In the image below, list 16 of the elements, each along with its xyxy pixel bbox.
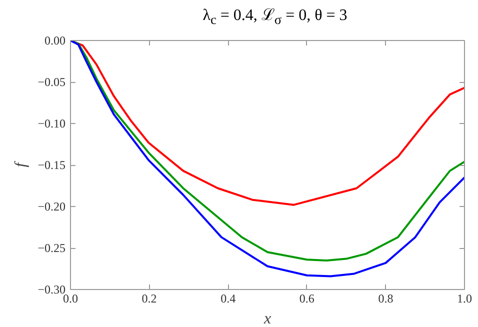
y-axis-title: f xyxy=(12,160,30,168)
y-tick-label: −0.30 xyxy=(38,282,66,296)
y-tick-label: −0.15 xyxy=(38,158,66,172)
y-tick-label: 0.00 xyxy=(44,34,66,48)
y-tick-label: −0.20 xyxy=(38,200,66,214)
x-tick-label: 0.0 xyxy=(63,292,78,306)
x-axis-title: x xyxy=(262,310,272,327)
y-tick-label: −0.10 xyxy=(38,116,66,130)
x-tick-label: 0.4 xyxy=(220,292,236,306)
chart-title: λ$_{c}$ = 0.4, ℒ$_{σ}$ = 0, θ = 3 xyxy=(202,6,348,30)
x-tick-label: 0.8 xyxy=(378,292,394,306)
y-tick-label: −0.05 xyxy=(38,75,66,89)
y-tick-label: −0.25 xyxy=(38,241,66,255)
x-tick-label: 0.6 xyxy=(299,292,314,306)
x-tick-label: 0.2 xyxy=(142,292,157,306)
x-tick-label: 1.0 xyxy=(457,292,472,306)
